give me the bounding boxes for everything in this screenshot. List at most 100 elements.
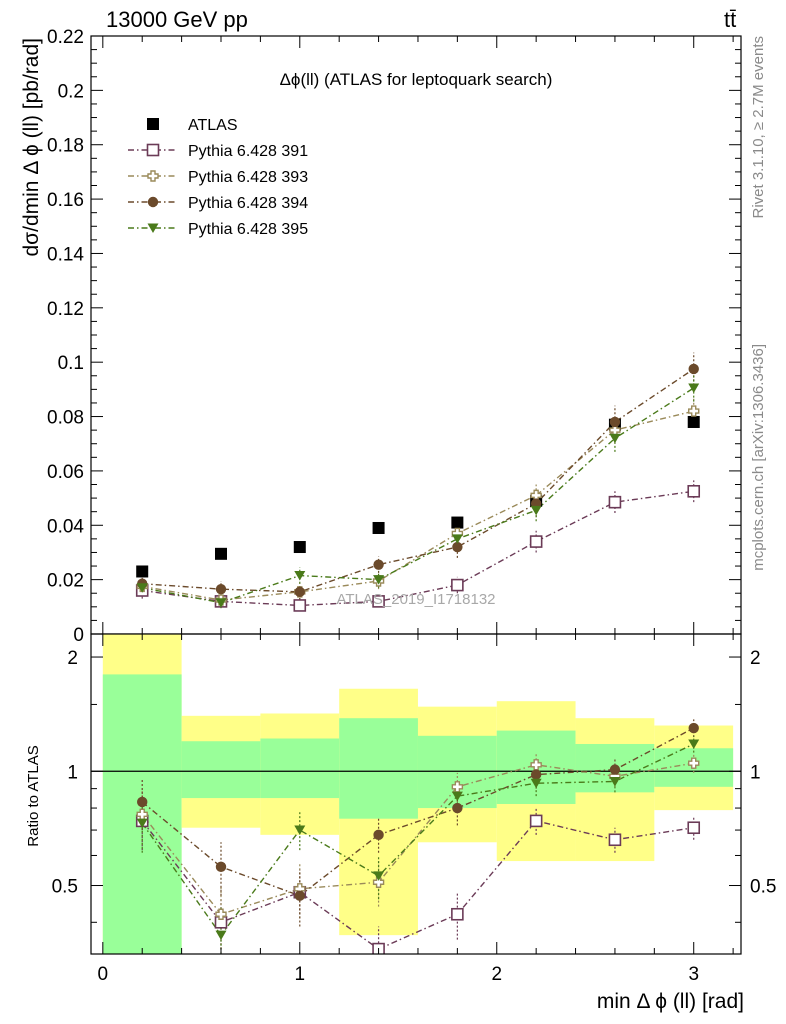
mc-point — [373, 575, 385, 585]
x-axis-label: min Δ ϕ (ll) [rad] — [597, 990, 744, 1013]
ratio-point — [609, 776, 621, 787]
legend-label: Pythia 6.428 393 — [188, 169, 308, 186]
main-ytick-label: 0.16 — [47, 190, 84, 211]
mc-point — [452, 541, 463, 553]
mc-point — [608, 495, 622, 509]
data-point — [293, 541, 306, 554]
main-ytick-label: 0.04 — [47, 516, 84, 537]
mc-point — [529, 535, 543, 548]
mc-point — [451, 578, 464, 592]
ratio-ytick-label: 1 — [67, 762, 78, 783]
mc-point — [293, 599, 307, 612]
mc-point — [372, 595, 385, 608]
main-ytick-label: 0.06 — [47, 462, 84, 483]
legend-label: Pythia 6.428 391 — [188, 143, 308, 160]
mc-point — [294, 571, 306, 581]
ratio-point — [451, 907, 464, 921]
ratio-ytick-label-right: 1 — [750, 762, 761, 783]
ratio-point — [373, 871, 385, 881]
ratio-point — [373, 829, 384, 841]
ratio-point — [215, 930, 227, 941]
ratio-point — [215, 861, 227, 873]
data-point — [215, 547, 227, 560]
x-tick-label: 0 — [98, 964, 109, 985]
mc-point — [688, 363, 699, 375]
legend-marker — [147, 223, 159, 233]
stat-uncertainty-band — [339, 718, 418, 819]
legend: ATLAS Pythia 6.428 391 Pythia 6.428 393 Pyt… — [128, 117, 308, 238]
mc-point — [688, 383, 700, 394]
ratio-point — [136, 818, 148, 829]
legend-label: Pythia 6.428 395 — [188, 221, 308, 238]
legend-label: Pythia 6.428 394 — [188, 195, 308, 212]
legend-label: ATLAS — [188, 117, 238, 134]
ratio-ytick-label: 2 — [67, 648, 78, 669]
data-point — [451, 516, 464, 529]
ratio-panel: 0.5 0.5 1 1 2 2 0 1 2 3 Ratio to ATLAS min Δ ϕ (l… — [25, 633, 776, 1013]
legend-marker — [147, 118, 159, 130]
mc-point — [215, 598, 227, 608]
data-point — [136, 565, 149, 578]
plot-title: Δϕ(ll) (ATLAS for leptoquark search) — [280, 70, 553, 89]
ratio-point — [530, 769, 542, 780]
mc-point — [609, 433, 621, 444]
main-ytick-label: 0.08 — [47, 408, 84, 429]
ratio-point — [451, 791, 463, 802]
series-line — [142, 410, 694, 601]
mc-point — [451, 534, 463, 544]
ratio-point — [294, 890, 305, 901]
mc-point — [215, 583, 227, 595]
legend-marker — [146, 143, 160, 157]
ratio-axes: 0.5 0.5 1 1 2 2 0 1 2 3 — [52, 634, 776, 985]
ratio-point — [137, 796, 148, 808]
ratio-series-line — [141, 727, 695, 897]
ratio-ytick-label: 0.5 — [52, 877, 78, 898]
stat-uncertainty-band — [260, 738, 340, 799]
ratio-ytick-label-right: 2 — [750, 648, 761, 669]
ratio-point — [688, 757, 700, 769]
series-line — [142, 387, 695, 604]
stat-uncertainty-band — [181, 741, 261, 799]
main-ytick-label: 0.22 — [47, 27, 84, 48]
mc-point — [294, 586, 305, 598]
mc-point — [609, 416, 621, 428]
main-ytick-label: 0.18 — [47, 136, 84, 157]
ratio-series-line — [141, 743, 695, 937]
main-ytick-label: 0 — [73, 625, 84, 646]
main-ytick-label: 0.2 — [58, 81, 84, 102]
ratio-ytick-label-right: 0.5 — [750, 877, 776, 898]
ratio-point — [294, 825, 306, 836]
ratio-point — [529, 814, 543, 828]
mc-point — [687, 484, 701, 498]
main-y-label: dσ/dmin Δ ϕ (ll) [pb/rad] — [20, 38, 43, 257]
x-tick-label: 1 — [294, 964, 305, 985]
rivet-label: Rivet 3.1.10, ≥ 2.7M events — [750, 36, 767, 219]
ratio-point — [530, 778, 542, 789]
data-point — [372, 521, 385, 534]
main-ytick-label: 0.1 — [58, 353, 84, 374]
data-point — [687, 415, 700, 428]
ratio-point — [609, 764, 621, 775]
x-tick-label: 2 — [491, 964, 502, 985]
ratio-point — [452, 802, 463, 814]
ratio-plot-frame — [90, 633, 742, 955]
ratio-series-line — [141, 820, 694, 950]
ratio-point — [215, 908, 227, 920]
ratio-point — [687, 821, 701, 835]
mc-point — [136, 583, 148, 593]
legend-marker — [147, 170, 159, 182]
ratio-point — [608, 833, 622, 847]
mc-point — [373, 559, 384, 570]
watermark: ATLAS_2019_I1718132 — [336, 591, 495, 608]
main-ytick-label: 0.12 — [47, 299, 84, 320]
ratio-point — [688, 739, 700, 749]
mc-point — [530, 505, 542, 516]
main-data-layer — [135, 352, 701, 612]
main-ytick-label: 0.14 — [47, 244, 84, 265]
main-panel: 0 0.02 0.04 0.06 0.08 0.1 0.12 0.14 0.16 0.18 0.2 0… — [20, 27, 742, 646]
main-ytick-label: 0.02 — [47, 571, 84, 592]
main-y-axis: 0 0.02 0.04 0.06 0.08 0.1 0.12 0.14 0.16 0.18 0.2 0… — [47, 27, 741, 646]
mcplots-label: mcplots.cern.ch [arXiv:1306.3436] — [750, 344, 767, 571]
ratio-point — [688, 722, 699, 734]
